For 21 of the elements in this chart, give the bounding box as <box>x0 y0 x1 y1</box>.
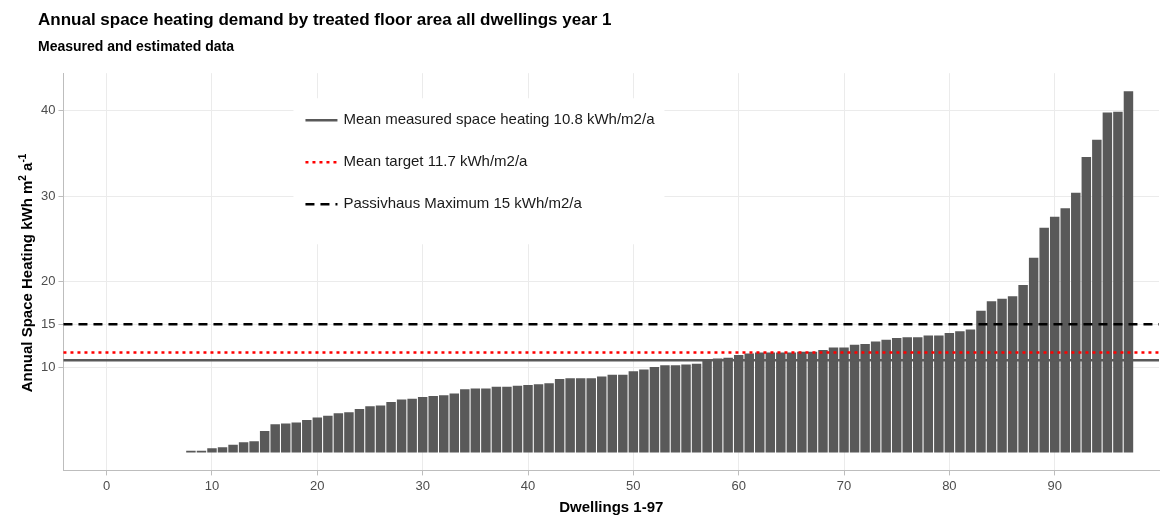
x-tick-label: 80 <box>942 477 957 493</box>
chart-subtitle: Measured and estimated data <box>38 37 235 54</box>
x-tick-label: 10 <box>204 477 220 493</box>
y-tick-label: 30 <box>40 187 56 203</box>
x-tick-label: 60 <box>731 477 746 493</box>
legend-label: Mean target 11.7 kWh/m2/a <box>343 152 529 170</box>
x-tick-label: 70 <box>836 477 852 493</box>
x-tick-label: 30 <box>415 477 430 493</box>
y-tick-label: 40 <box>40 102 56 118</box>
x-tick-label: 20 <box>310 477 325 493</box>
x-tick-label: 0 <box>103 477 111 493</box>
x-axis-title: Dwellings 1-97 <box>559 498 664 516</box>
x-tick-label: 50 <box>626 477 641 493</box>
y-tick-label: 10 <box>40 358 56 374</box>
x-tick-label: 40 <box>520 477 536 493</box>
chart-title: Annual space heating demand by treated floor area all dwellings year 1 <box>38 9 612 29</box>
y-tick-label: 15 <box>40 315 56 331</box>
legend-label: Mean measured space heating 10.8 kWh/m2/a <box>343 110 656 128</box>
legend-label: Passivhaus Maximum 15 kWh/m2/a <box>343 194 583 212</box>
y-tick-label: 20 <box>40 273 56 289</box>
x-tick-label: 90 <box>1047 477 1062 493</box>
